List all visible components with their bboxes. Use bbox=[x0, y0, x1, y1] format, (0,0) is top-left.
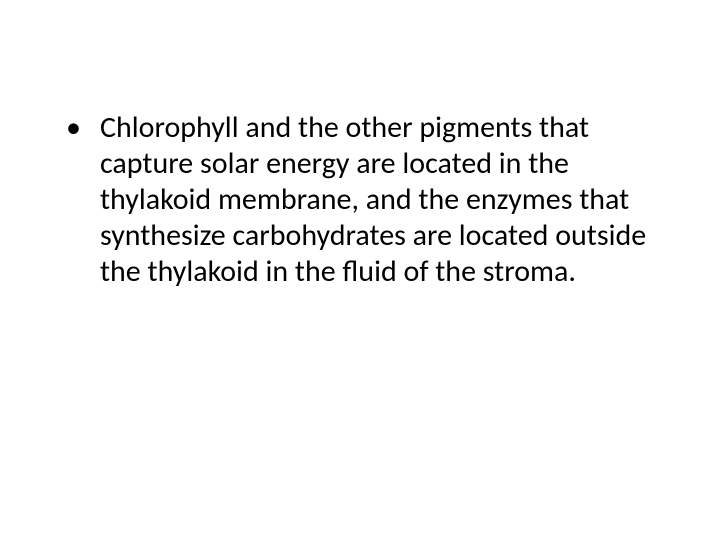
bullet-list: Chlorophyll and the other pigments that … bbox=[60, 110, 665, 290]
slide-container: Chlorophyll and the other pigments that … bbox=[0, 0, 720, 540]
bullet-item: Chlorophyll and the other pigments that … bbox=[60, 110, 665, 290]
bullet-text: Chlorophyll and the other pigments that … bbox=[100, 109, 646, 290]
